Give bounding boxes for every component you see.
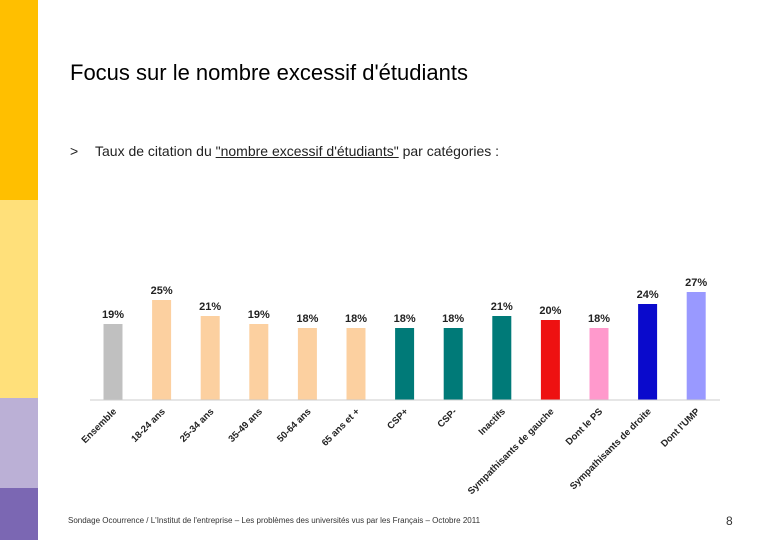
value-label-9: 20% xyxy=(539,305,561,317)
side-band-lavender xyxy=(0,398,38,488)
bar-9 xyxy=(540,320,560,400)
category-label-3: 35-49 ans xyxy=(227,406,265,444)
bar-4 xyxy=(297,328,317,400)
value-label-1: 25% xyxy=(151,285,173,297)
category-label-7: CSP- xyxy=(435,406,459,430)
value-label-2: 21% xyxy=(199,301,221,313)
category-label-4: 50-64 ans xyxy=(275,406,313,444)
bar-3 xyxy=(249,324,269,400)
value-label-10: 18% xyxy=(588,313,610,325)
bullet-text-highlight: "nombre excessif d'étudiants" xyxy=(215,143,399,159)
bullet-text-after: par catégories : xyxy=(398,143,500,159)
bar-11 xyxy=(638,304,658,400)
category-label-1: 18-24 ans xyxy=(129,406,167,444)
category-label-11: Sympathisants de droite xyxy=(568,406,654,492)
side-band-light-yellow xyxy=(0,200,38,398)
value-label-8: 21% xyxy=(491,301,513,313)
value-label-0: 19% xyxy=(102,309,124,321)
bar-2 xyxy=(200,316,220,400)
bullet-marker: > xyxy=(70,143,79,159)
side-band-yellow xyxy=(0,0,38,200)
value-label-11: 24% xyxy=(637,289,659,301)
bar-0 xyxy=(103,324,123,400)
page-title: Focus sur le nombre excessif d'étudiants xyxy=(70,60,468,85)
bar-1 xyxy=(152,300,172,400)
bullet-text-before: Taux de citation du xyxy=(95,143,216,159)
bar-10 xyxy=(589,328,609,400)
side-band-purple xyxy=(0,488,38,540)
value-label-5: 18% xyxy=(345,313,367,325)
value-label-3: 19% xyxy=(248,309,270,321)
value-label-6: 18% xyxy=(394,313,416,325)
category-label-9: Sympathisants de gauche xyxy=(466,406,557,497)
category-label-8: Inactifs xyxy=(477,406,508,437)
category-label-2: 25-34 ans xyxy=(178,406,216,444)
value-label-12: 27% xyxy=(685,277,707,289)
bar-8 xyxy=(492,316,512,400)
value-label-4: 18% xyxy=(296,313,318,325)
category-label-6: CSP+ xyxy=(385,406,411,432)
category-label-5: 65 ans et + xyxy=(320,406,363,449)
category-label-10: Dont le PS xyxy=(564,406,605,447)
bullet-line: > Taux de citation du "nombre excessif d'… xyxy=(70,143,499,159)
bar-12 xyxy=(686,292,706,400)
bar-6 xyxy=(395,328,415,400)
bar-5 xyxy=(346,328,366,400)
category-label-0: Ensemble xyxy=(80,406,120,446)
footer-source: Sondage Ocourrence / L'Institut de l'ent… xyxy=(68,516,481,525)
page-number: 8 xyxy=(726,514,733,528)
bar-7 xyxy=(443,328,463,400)
value-label-7: 18% xyxy=(442,313,464,325)
category-label-12: Dont l'UMP xyxy=(659,406,703,450)
